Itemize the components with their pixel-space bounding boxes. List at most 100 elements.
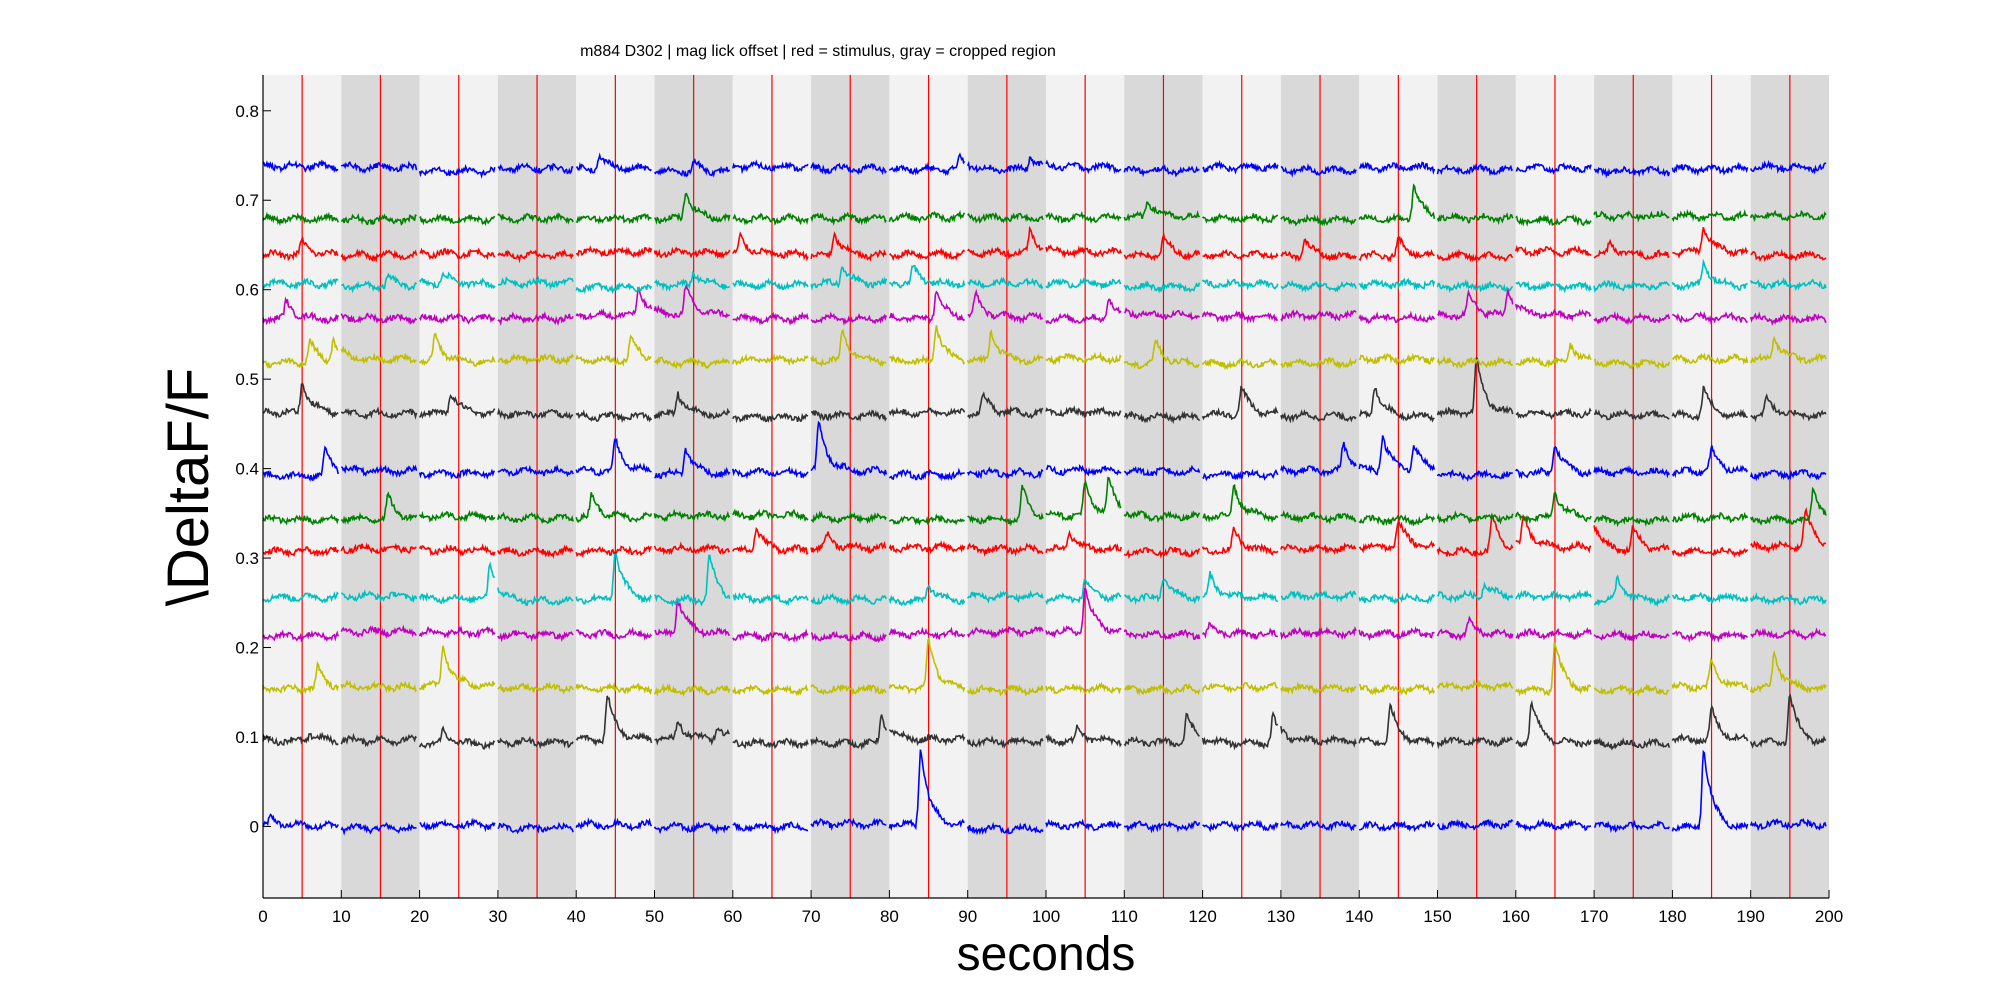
series-line [888, 325, 966, 366]
series-line [966, 683, 1044, 697]
series-line [966, 156, 1044, 175]
series-line [1202, 468, 1279, 482]
series-line [1202, 483, 1279, 524]
series-line [418, 468, 495, 481]
series-line [575, 409, 653, 424]
series-line [1201, 385, 1279, 421]
stimulus-lines [301, 75, 1791, 898]
series-line [967, 288, 1044, 325]
series-line [1515, 642, 1592, 697]
series-line [1436, 355, 1514, 370]
series-line [1515, 161, 1592, 175]
series-line [1280, 238, 1357, 263]
series-line [1123, 338, 1200, 370]
series-line [810, 714, 888, 751]
series-line [262, 813, 339, 832]
series-line [967, 225, 1044, 261]
series-line [888, 467, 965, 482]
series-line [1045, 724, 1122, 748]
series-line [1358, 236, 1435, 263]
series-line [1750, 393, 1827, 423]
series-line [497, 212, 574, 226]
series-line [1593, 736, 1671, 751]
series-line [966, 542, 1044, 558]
series-line [262, 590, 339, 604]
y-tick-label: 0.6 [235, 281, 259, 300]
series-line [1436, 818, 1514, 832]
series-line [1671, 630, 1749, 643]
series-line [732, 526, 809, 556]
series-line [810, 311, 888, 327]
series-line [262, 513, 339, 526]
y-ticks: 0 0.1 0.2 0.3 0.4 0.5 0.6 0.7 0.8 [235, 102, 271, 836]
series-line [1436, 581, 1514, 604]
series-line [1515, 280, 1592, 294]
series-line [1358, 277, 1436, 291]
series-line [1201, 526, 1279, 556]
series-line [1436, 615, 1514, 642]
series-line [575, 334, 652, 367]
series-line [497, 352, 574, 366]
x-tick-label: 50 [645, 907, 664, 926]
series-line [1358, 310, 1436, 325]
series-line [1749, 335, 1827, 365]
y-tick-label: 0.3 [235, 549, 259, 568]
series-line [732, 412, 809, 424]
x-tick-label: 30 [488, 907, 507, 926]
x-tick-label: 90 [958, 907, 977, 926]
series-line [1593, 408, 1670, 421]
series-line [1672, 227, 1749, 259]
series-line [1280, 356, 1357, 370]
y-tick-label: 0.4 [235, 460, 259, 479]
series-line [1593, 574, 1671, 608]
series-line [653, 157, 731, 178]
series-line [418, 561, 495, 605]
series-line [1749, 817, 1827, 832]
series-line [575, 152, 652, 175]
series-line [1593, 310, 1671, 326]
series-line [888, 290, 966, 325]
x-tick-label: 40 [567, 907, 586, 926]
series-line [1123, 628, 1201, 641]
series-line [810, 265, 888, 291]
series-line [575, 551, 653, 605]
series-line [1280, 626, 1357, 641]
series-line [262, 237, 339, 262]
series-line [1593, 514, 1670, 528]
series-line [418, 725, 496, 750]
series-line [497, 544, 574, 559]
series-line [1593, 628, 1670, 643]
series-line [1045, 464, 1122, 477]
x-tick-label: 130 [1267, 907, 1295, 926]
series-line [1201, 621, 1278, 641]
series-line [575, 695, 653, 747]
series-line [1358, 435, 1436, 476]
series-line [340, 624, 417, 639]
series-line [732, 508, 809, 522]
series-line [1671, 749, 1749, 832]
series-line [1202, 248, 1279, 262]
series-line [653, 282, 730, 319]
series-line [1593, 525, 1670, 557]
series-line [1436, 468, 1513, 482]
x-tick-label: 120 [1188, 907, 1216, 926]
series-line [1202, 819, 1279, 833]
series-line [1201, 310, 1278, 324]
series-line [262, 382, 339, 419]
series-line [340, 732, 417, 748]
series-line [340, 491, 418, 525]
cropped-region-bands [263, 75, 1829, 898]
series-line [1671, 657, 1749, 694]
series-line [967, 589, 1044, 604]
series-line [653, 683, 731, 697]
series-line [1123, 201, 1201, 222]
series-line [1358, 352, 1435, 366]
series-line [653, 541, 731, 556]
x-tick-label: 70 [802, 907, 821, 926]
series-line [1671, 704, 1749, 746]
series-line [262, 545, 339, 558]
series-line [1515, 627, 1592, 641]
series-line [1515, 244, 1592, 258]
series-line [1671, 311, 1748, 325]
series-line [575, 245, 653, 259]
